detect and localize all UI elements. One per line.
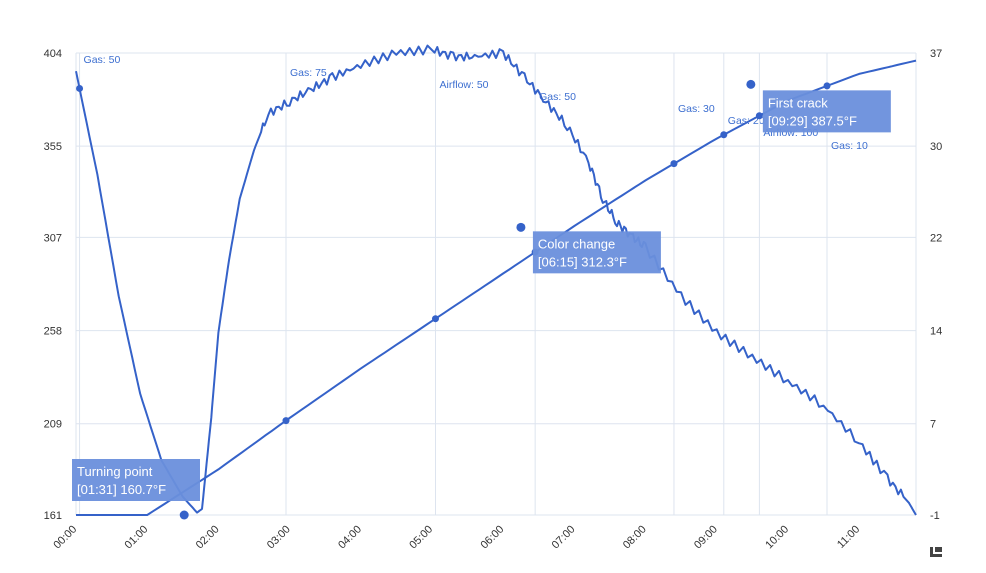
event-label: Gas: 10 bbox=[831, 140, 868, 152]
y2-tick-label: 37 bbox=[930, 48, 942, 60]
annotations: Turning point [01:31] 160.7°F Color change… bbox=[72, 90, 891, 501]
event-label: Gas: 75 bbox=[290, 67, 327, 79]
event-point bbox=[282, 417, 290, 425]
env-temp-line bbox=[75, 44, 917, 516]
y2-tick-label: 7 bbox=[930, 419, 936, 431]
brand-logo-icon bbox=[930, 547, 942, 557]
event-markers: Gas: 50 Gas: 75 Airflow: 50 Gas: 50 Gas: 30 G… bbox=[79, 53, 868, 515]
annotation-title: First crack bbox=[768, 95, 828, 110]
y2-tick-label: 14 bbox=[930, 326, 942, 338]
event-point bbox=[76, 84, 84, 92]
annotation-title: Color change bbox=[538, 236, 615, 251]
x-tick-label: 02:00 bbox=[194, 523, 222, 551]
y-tick-label: 161 bbox=[44, 510, 62, 522]
annotation-detail: [01:31] 160.7°F bbox=[77, 482, 166, 497]
event-label: Gas: 30 bbox=[678, 103, 715, 115]
annotation-title: Turning point bbox=[77, 464, 153, 479]
annotation-point bbox=[516, 222, 526, 232]
x-tick-label: 10:00 bbox=[763, 523, 791, 551]
annotation-point bbox=[179, 510, 189, 520]
y-tick-label: 307 bbox=[44, 232, 62, 244]
event-point bbox=[670, 160, 678, 168]
x-tick-label: 08:00 bbox=[621, 523, 649, 551]
x-tick-label: 01:00 bbox=[123, 523, 151, 551]
y2-tick-label: 30 bbox=[930, 141, 942, 153]
x-tick-label: 09:00 bbox=[692, 523, 720, 551]
y-tick-label: 355 bbox=[44, 141, 62, 153]
annotation-box bbox=[72, 459, 200, 501]
event-point bbox=[720, 131, 728, 139]
y2-tick-label: -1 bbox=[930, 510, 940, 522]
event-point bbox=[823, 82, 831, 90]
x-tick-label: 03:00 bbox=[265, 523, 293, 551]
event-point bbox=[755, 112, 763, 120]
x-tick-label: 04:00 bbox=[336, 523, 364, 551]
x-tick-label: 11:00 bbox=[835, 523, 862, 550]
event-label: Gas: 50 bbox=[84, 54, 121, 66]
event-label: Gas: 50 bbox=[539, 91, 576, 103]
annotation-box bbox=[532, 231, 661, 274]
annotation-detail: [06:15] 312.3°F bbox=[538, 254, 627, 269]
event-point bbox=[431, 315, 439, 323]
annotation-detail: [09:29] 387.5°F bbox=[768, 113, 857, 128]
event-label: Airflow: 50 bbox=[439, 79, 488, 91]
x-tick-label: 07:00 bbox=[550, 523, 578, 551]
x-tick-label: 00:00 bbox=[51, 523, 79, 551]
y-tick-label: 258 bbox=[44, 326, 62, 338]
grid bbox=[75, 52, 917, 516]
y-tick-label: 404 bbox=[44, 48, 62, 60]
annotation-box bbox=[762, 90, 891, 133]
x-tick-label: 06:00 bbox=[478, 523, 506, 551]
y2-tick-label: 22 bbox=[930, 232, 942, 244]
y-tick-label: 209 bbox=[44, 419, 62, 431]
x-tick-label: 05:00 bbox=[407, 523, 435, 551]
annotation-point bbox=[746, 79, 756, 89]
